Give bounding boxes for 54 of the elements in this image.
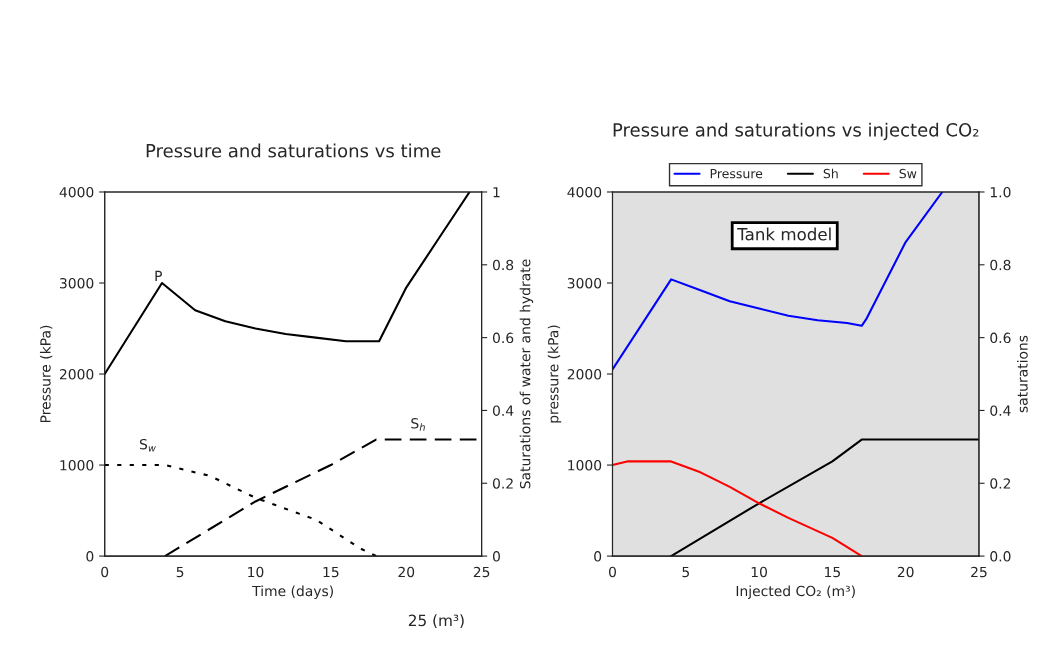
y2-tick-label: 0.0 xyxy=(990,551,1011,562)
y2-tick-label: 0 xyxy=(492,551,500,562)
legend-label: Sh xyxy=(823,168,838,179)
annotation: S$_{h}$ xyxy=(411,418,425,431)
y-tick-label: 1000 xyxy=(60,460,94,471)
x-tick-label: 15 xyxy=(323,566,339,578)
line-series xyxy=(104,191,471,376)
annotation: S$_{w}$ xyxy=(139,438,156,452)
x-tick-label: 0 xyxy=(608,566,616,578)
x-axis-title: Time (days) xyxy=(252,585,333,599)
x-tick-label: 5 xyxy=(682,566,689,578)
y2-tick-label: 0.6 xyxy=(990,332,1011,344)
x-tick-label: 25 xyxy=(971,566,987,578)
legend-label: Sw xyxy=(899,168,917,179)
legend-label: Pressure xyxy=(710,169,763,179)
y-tick-label: 0 xyxy=(86,551,94,562)
y-tick-label: 1000 xyxy=(568,460,602,471)
text: 25 (m³) xyxy=(408,614,464,628)
y-axis-title: pressure (kPa) xyxy=(547,325,562,423)
x-tick-label: 25 xyxy=(473,566,490,578)
y2-tick-label: 0.6 xyxy=(492,332,514,344)
line-series xyxy=(670,438,979,557)
y-tick-label: 3000 xyxy=(567,277,602,289)
y-tick-label: 3000 xyxy=(60,277,94,289)
y2-tick-label: 0.8 xyxy=(990,259,1011,271)
y2-tick-label: 0.2 xyxy=(990,478,1011,489)
y-tick-label: 2000 xyxy=(59,369,94,380)
x-tick-label: 15 xyxy=(825,566,840,578)
y2-tick-label: 1.0 xyxy=(990,186,1011,198)
x-tick-label: 5 xyxy=(176,566,184,578)
chart-title: Pressure and saturations vs injected CO₂ xyxy=(613,122,979,141)
x-tick-label: 10 xyxy=(248,566,264,578)
x-tick-label: 0 xyxy=(101,566,109,578)
line-series xyxy=(612,191,944,371)
y-tick-label: 4000 xyxy=(567,186,602,198)
y-tick-label: 2000 xyxy=(567,369,602,380)
y2-axis-title: Saturations of water and hydrate xyxy=(519,259,534,489)
y2-axis-title: saturations xyxy=(1017,335,1028,413)
chart-title: Pressure and saturations vs time xyxy=(146,143,441,158)
annotation: P xyxy=(155,270,162,281)
y-tick-label: 4000 xyxy=(59,186,94,198)
y-tick-label: 0 xyxy=(594,551,602,562)
x-tick-label: 10 xyxy=(751,566,767,578)
y2-tick-label: 0.4 xyxy=(492,405,514,416)
x-tick-label: 20 xyxy=(897,566,914,578)
line-series xyxy=(612,460,863,557)
x-axis-title: Injected CO₂ (m³) xyxy=(736,585,855,599)
x-tick-label: 20 xyxy=(398,566,415,578)
y2-tick-label: 1 xyxy=(493,187,500,198)
y2-tick-label: 0.2 xyxy=(492,478,513,489)
annotation: Tank model xyxy=(737,227,831,241)
y-axis-title: Pressure (kPa) xyxy=(39,325,53,423)
y2-tick-label: 0.4 xyxy=(990,405,1011,416)
y2-tick-label: 0.8 xyxy=(492,259,514,271)
